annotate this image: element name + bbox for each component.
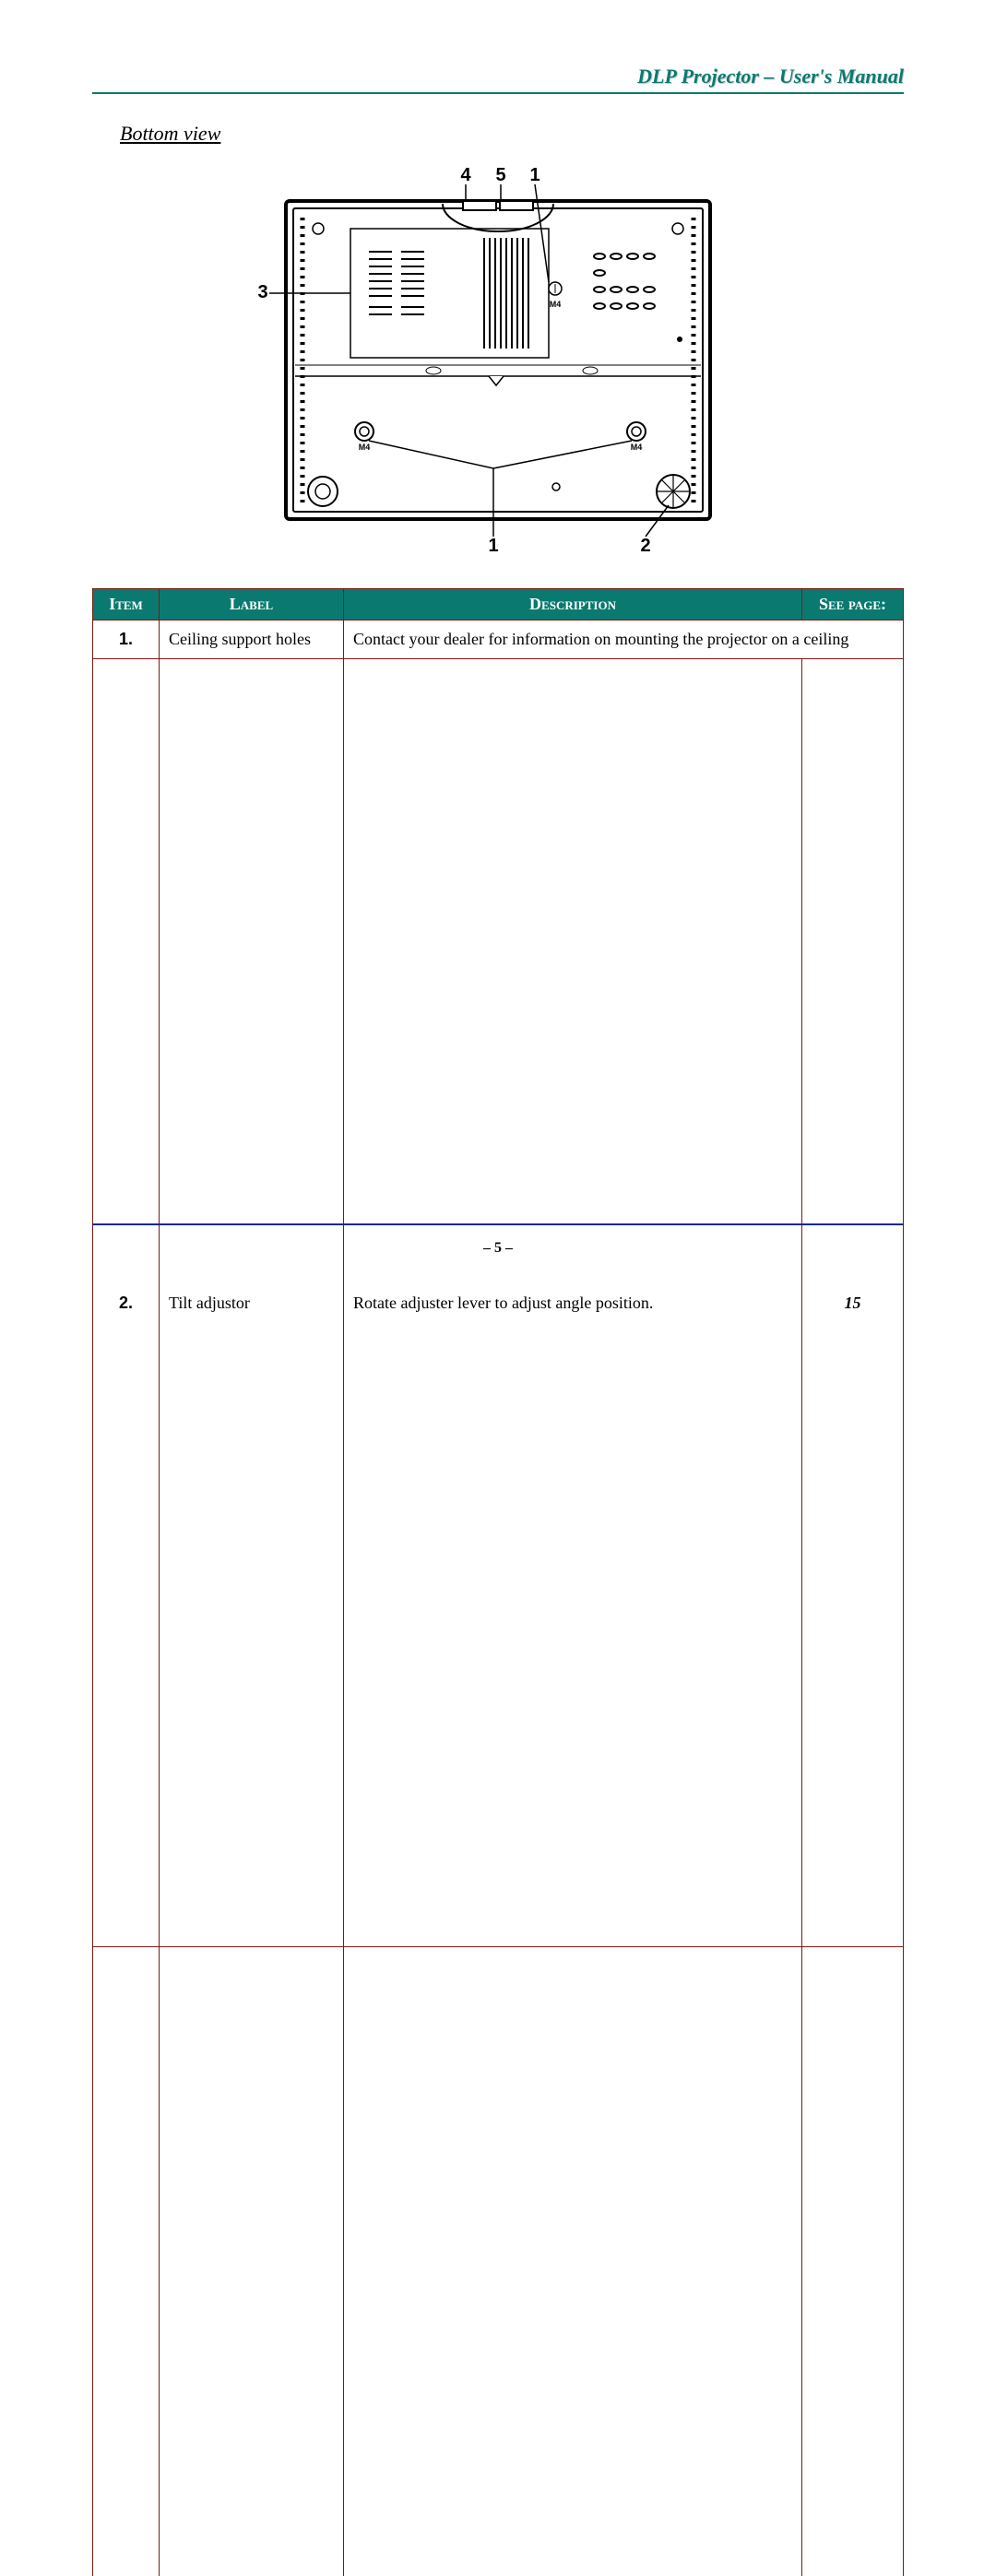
cell-page: 15 (802, 659, 904, 1947)
cell-item: 3. (93, 1947, 160, 2576)
svg-text:M4: M4 (631, 443, 643, 452)
col-desc: Description (344, 589, 802, 620)
cell-label: Lamp cover (160, 1947, 344, 2576)
cell-item: 1. (93, 620, 160, 659)
col-page: See page: (802, 589, 904, 620)
footer-rule (92, 1223, 904, 1225)
table-row: 3. Lamp cover Remove when changing the l… (93, 1947, 904, 2576)
col-item: Item (93, 589, 160, 620)
callout-left: 3 (257, 282, 267, 302)
callout-top-2: 1 (529, 165, 540, 185)
table-row: 1. Ceiling support holes Contact your de… (93, 620, 904, 659)
page-root: DLP Projector – User's Manual Bottom vie… (0, 0, 996, 1288)
page-number: – 5 – (0, 1240, 996, 1257)
callout-top-1: 5 (495, 165, 505, 185)
m4-label: M4 (550, 300, 562, 309)
cell-item: 2. (93, 659, 160, 1947)
table-row: 2. Tilt adjustor Rotate adjuster lever t… (93, 659, 904, 1947)
section-title: Bottom view (120, 122, 904, 146)
callout-bottom-1: 2 (640, 536, 650, 556)
cell-desc: Rotate adjuster lever to adjust angle po… (344, 659, 802, 1947)
diagram-svg: M4 M4 (231, 164, 765, 561)
svg-text:M4: M4 (359, 443, 371, 452)
cell-label: Ceiling support holes (160, 620, 344, 659)
callout-top-0: 4 (460, 165, 471, 185)
col-label: Label (160, 589, 344, 620)
header-title: DLP Projector – User's Manual (92, 65, 904, 89)
cell-label: Tilt adjustor (160, 659, 344, 1947)
parts-table: Item Label Description See page: 1. Ceil… (92, 588, 904, 2576)
callout-bottom-0: 1 (488, 536, 498, 556)
cell-desc: Remove when changing the lamp. (344, 1947, 802, 2576)
header-rule (92, 92, 904, 94)
bottom-view-diagram: M4 M4 (92, 164, 904, 561)
cell-page: 34 (802, 1947, 904, 2576)
cell-desc: Contact your dealer for information on m… (344, 620, 904, 659)
